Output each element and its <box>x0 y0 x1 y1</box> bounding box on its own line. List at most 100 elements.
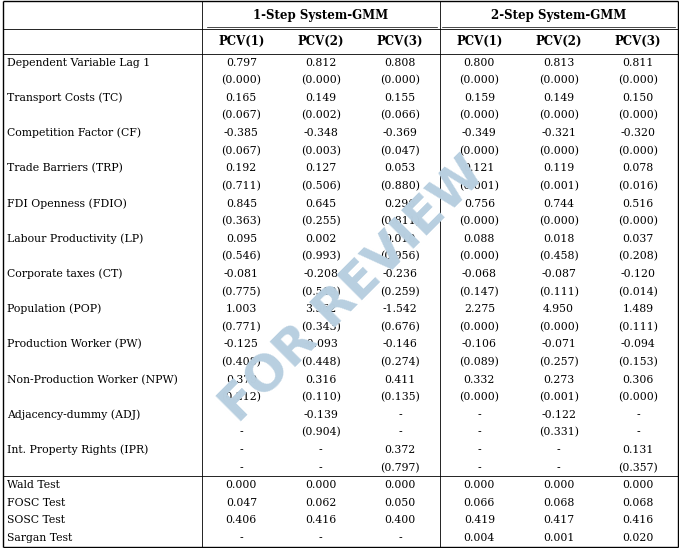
Text: SOSC Test: SOSC Test <box>7 516 65 526</box>
Text: 0.419: 0.419 <box>464 516 495 526</box>
Text: (0.066): (0.066) <box>380 110 420 121</box>
Text: (0.016): (0.016) <box>618 181 658 191</box>
Text: (0.208): (0.208) <box>618 251 658 261</box>
Text: 0.018: 0.018 <box>543 234 574 244</box>
Text: 0.131: 0.131 <box>622 445 654 455</box>
Text: (0.000): (0.000) <box>618 110 658 121</box>
Text: (0.000): (0.000) <box>221 75 261 85</box>
Text: (0.259): (0.259) <box>380 287 420 297</box>
Text: (0.067): (0.067) <box>221 146 261 156</box>
Text: Non-Production Worker (NPW): Non-Production Worker (NPW) <box>7 374 179 385</box>
Text: (0.111): (0.111) <box>618 322 658 332</box>
Text: (0.000): (0.000) <box>538 322 579 332</box>
Text: (0.357): (0.357) <box>618 463 658 473</box>
Text: (0.811): (0.811) <box>380 216 420 226</box>
Text: (0.331): (0.331) <box>538 427 579 438</box>
Text: PCV(1): PCV(1) <box>456 35 502 48</box>
Text: 0.062: 0.062 <box>305 498 336 508</box>
Text: (0.000): (0.000) <box>459 322 499 332</box>
Text: (0.408): (0.408) <box>221 357 261 367</box>
Text: 0.332: 0.332 <box>464 375 495 385</box>
Text: -: - <box>319 533 323 543</box>
Text: 0.050: 0.050 <box>384 498 416 508</box>
Text: 0.400: 0.400 <box>384 516 416 526</box>
Text: 0.095: 0.095 <box>226 234 257 244</box>
Text: 0.296: 0.296 <box>384 198 416 209</box>
Text: 0.416: 0.416 <box>623 516 654 526</box>
Text: 0.000: 0.000 <box>622 480 654 490</box>
Text: 0.306: 0.306 <box>622 375 654 385</box>
Text: (0.212): (0.212) <box>221 392 261 402</box>
Text: 0.813: 0.813 <box>543 58 574 68</box>
Text: 0.121: 0.121 <box>464 163 495 173</box>
Text: -0.106: -0.106 <box>462 339 497 350</box>
Text: -0.120: -0.120 <box>621 269 655 279</box>
Text: FOR REVIEW: FOR REVIEW <box>212 149 494 432</box>
Text: Sargan Test: Sargan Test <box>7 533 73 543</box>
Text: -: - <box>240 445 243 455</box>
Text: 0.119: 0.119 <box>543 163 574 173</box>
Text: 0.004: 0.004 <box>464 533 495 543</box>
Text: (0.110): (0.110) <box>301 392 341 402</box>
Text: (0.000): (0.000) <box>538 75 579 85</box>
Text: (0.001): (0.001) <box>459 181 499 191</box>
Text: (0.775): (0.775) <box>221 287 261 297</box>
Text: (0.000): (0.000) <box>618 75 658 85</box>
Text: (0.001): (0.001) <box>538 392 579 402</box>
Text: PCV(1): PCV(1) <box>218 35 265 48</box>
Text: 0.000: 0.000 <box>464 480 495 490</box>
Text: -: - <box>477 445 481 455</box>
Text: (0.000): (0.000) <box>538 216 579 226</box>
Text: 0.808: 0.808 <box>384 58 416 68</box>
Text: (0.519): (0.519) <box>301 287 341 297</box>
Text: (0.000): (0.000) <box>459 216 499 226</box>
Text: (0.014): (0.014) <box>618 287 658 297</box>
Text: -0.385: -0.385 <box>224 128 259 138</box>
Text: 0.010: 0.010 <box>384 234 416 244</box>
Text: -: - <box>477 427 481 437</box>
Text: -: - <box>557 463 560 473</box>
Text: -: - <box>398 410 402 420</box>
Text: Competition Factor (CF): Competition Factor (CF) <box>7 128 142 139</box>
Text: 2.275: 2.275 <box>464 304 495 314</box>
Text: -0.369: -0.369 <box>382 128 418 138</box>
Text: (0.797): (0.797) <box>380 463 420 473</box>
Text: -: - <box>398 533 402 543</box>
Text: 1.489: 1.489 <box>623 304 654 314</box>
Text: 0.001: 0.001 <box>543 533 574 543</box>
Text: (0.000): (0.000) <box>459 110 499 121</box>
Text: (0.089): (0.089) <box>460 357 499 367</box>
Text: -0.139: -0.139 <box>304 410 338 420</box>
Text: -0.094: -0.094 <box>621 339 655 350</box>
Text: (0.546): (0.546) <box>221 251 261 261</box>
Text: 0.273: 0.273 <box>543 375 574 385</box>
Text: (0.000): (0.000) <box>618 216 658 226</box>
Text: (0.458): (0.458) <box>538 251 579 261</box>
Text: 0.000: 0.000 <box>305 480 336 490</box>
Text: Labour Productivity (LP): Labour Productivity (LP) <box>7 233 144 244</box>
Text: (0.255): (0.255) <box>301 216 341 226</box>
Text: (0.003): (0.003) <box>301 146 341 156</box>
Text: (0.000): (0.000) <box>618 146 658 156</box>
Text: 0.417: 0.417 <box>543 516 574 526</box>
Text: -0.146: -0.146 <box>382 339 418 350</box>
Text: -: - <box>636 410 640 420</box>
Text: Adjacency-dummy (ADJ): Adjacency-dummy (ADJ) <box>7 409 141 420</box>
Text: (0.257): (0.257) <box>538 357 579 367</box>
Text: 0.416: 0.416 <box>305 516 336 526</box>
Text: 0.088: 0.088 <box>464 234 495 244</box>
Text: 0.812: 0.812 <box>305 58 336 68</box>
Text: 0.149: 0.149 <box>305 93 336 103</box>
Text: (0.993): (0.993) <box>301 251 341 261</box>
Text: (0.067): (0.067) <box>221 110 261 121</box>
Text: (0.047): (0.047) <box>380 146 420 156</box>
Text: -0.321: -0.321 <box>541 128 576 138</box>
Text: FOSC Test: FOSC Test <box>7 498 66 508</box>
Text: -: - <box>240 410 243 420</box>
Text: Trade Barriers (TRP): Trade Barriers (TRP) <box>7 163 124 174</box>
Text: Corporate taxes (CT): Corporate taxes (CT) <box>7 269 123 279</box>
Text: 2-Step System-GMM: 2-Step System-GMM <box>491 9 626 22</box>
Text: 0.800: 0.800 <box>464 58 495 68</box>
Text: 0.150: 0.150 <box>623 93 654 103</box>
Text: -: - <box>477 463 481 473</box>
